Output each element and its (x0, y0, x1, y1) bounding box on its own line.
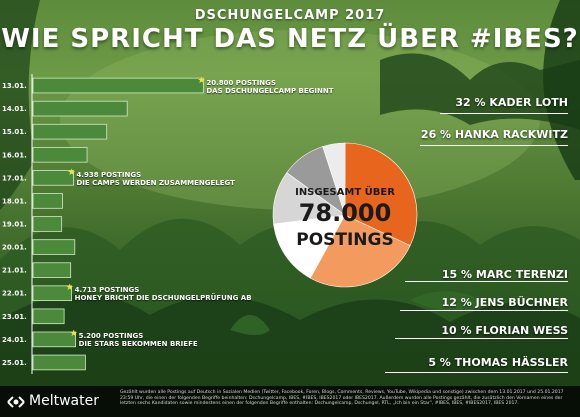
bar-annotation-value: 5.200 POSTINGS (78, 332, 144, 341)
pie-legend-label: 10 % FLORIAN WESS (441, 324, 568, 337)
bar-tick-label: 18.01. (2, 197, 27, 205)
star-icon: ★ (65, 283, 74, 294)
footer: Meltwater Gezählt wurden alle Postings a… (0, 386, 580, 417)
bar-annotation-text: DIE CAMPS WERDEN ZUSAMMENGELEGT (76, 178, 235, 187)
bar (32, 100, 128, 117)
pie-legend-label: 12 % JENS BÜCHNER (441, 296, 568, 309)
bar (32, 308, 65, 325)
bar (32, 146, 88, 163)
meltwater-logo-icon (6, 394, 26, 408)
bar-annotation-value: 4.938 POSTINGS (76, 170, 142, 179)
bar-annotation-text: DAS DSCHUNGELCAMP BEGINNT (206, 86, 334, 95)
bar (32, 239, 76, 255)
bar-tick-label: 20.01. (2, 244, 27, 252)
bar-tick-label: 21.01. (2, 267, 27, 275)
pie-chart (272, 142, 418, 288)
footer-note: Gezählt wurden alle Postings auf Deutsch… (120, 390, 564, 407)
pie-legend-underline (395, 338, 568, 339)
bar-tick-label: 19.01. (2, 221, 27, 229)
bar-tick-label: 24.01. (2, 336, 27, 344)
bar-annotation: ★ 4.713 POSTINGS HONEY BRICHT DIE DSCHUNGE… (66, 283, 275, 303)
pie-legend-underline (405, 281, 568, 282)
pie-legend-underline (385, 372, 568, 373)
bar-annotation-value: 20.800 POSTINGS (206, 78, 276, 87)
bar-tick-label: 15.01. (2, 128, 27, 136)
bar-annotation-text: DIE STARS BEKOMMEN BRIEFE (78, 340, 198, 349)
pie-slice (344, 142, 418, 247)
bar (32, 193, 63, 209)
pie-legend-underline (420, 145, 568, 146)
header-kicker: DSCHUNGELCAMP 2017 (194, 8, 386, 23)
pie-legend-underline (400, 310, 568, 311)
pie-legend-label: 15 % MARC TERENZI (441, 268, 568, 281)
pie-slice (273, 214, 346, 279)
pie-legend-label: 32 % KADER LOTH (455, 96, 568, 109)
pie-center-line1: INSGESAMT ÜBER (295, 187, 395, 198)
bar (32, 331, 76, 348)
bar (32, 354, 86, 371)
bar (32, 170, 74, 186)
star-icon: ★ (197, 75, 206, 86)
bar-chart: 13.01. 14.01. 15.01. 16.01. 17.01. 18.01. 19.0… (2, 74, 204, 374)
bar-annotation: ★ 20.800 POSTINGS DAS DSCHUNGELCAMP BEGINN… (197, 76, 406, 95)
meltwater-logo-text: Meltwater (29, 393, 99, 409)
bar (32, 77, 204, 94)
bar-tick-label: 13.01. (2, 82, 27, 90)
bar (32, 285, 73, 302)
bar-annotation-value: 4.713 POSTINGS (74, 286, 140, 295)
pie-center-line2: 78.000 (298, 199, 392, 227)
bar-tick-label: 14.01. (2, 105, 27, 113)
bar-annotation-text: HONEY BRICHT DIE DSCHUNGELPRÜFUNG AB (74, 294, 252, 303)
star-icon: ★ (69, 329, 78, 340)
pie-center-line3: POSTINGS (296, 230, 394, 250)
pie-legend-label: 26 % HANKA RACKWITZ (420, 128, 568, 141)
pie-slice (322, 142, 346, 216)
pie-legend-underline (440, 113, 568, 114)
bar-tick-label: 16.01. (2, 151, 27, 159)
bar (32, 262, 72, 278)
bar-tick-label: 17.01. (2, 174, 27, 182)
bar-annotation: ★ 5.200 POSTINGS DIE STARS BEKOMMEN BRIEFE (70, 329, 279, 349)
bar (32, 216, 63, 232)
bar-tick-label: 23.01. (2, 313, 27, 321)
bar (32, 123, 108, 140)
bar-annotation: ★ 4.938 POSTINGS DIE CAMPS WERDEN ZUSAMMEN… (67, 168, 276, 187)
bar-tick-label: 25.01. (2, 359, 27, 367)
pie-legend-label: 5 % THOMAS HÄSSLER (428, 356, 568, 369)
bar-tick-label: 22.01. (2, 290, 27, 298)
page-title: WIE SPRICHT DAS NETZ ÜBER #IBES? (1, 24, 579, 54)
star-icon: ★ (67, 167, 76, 178)
